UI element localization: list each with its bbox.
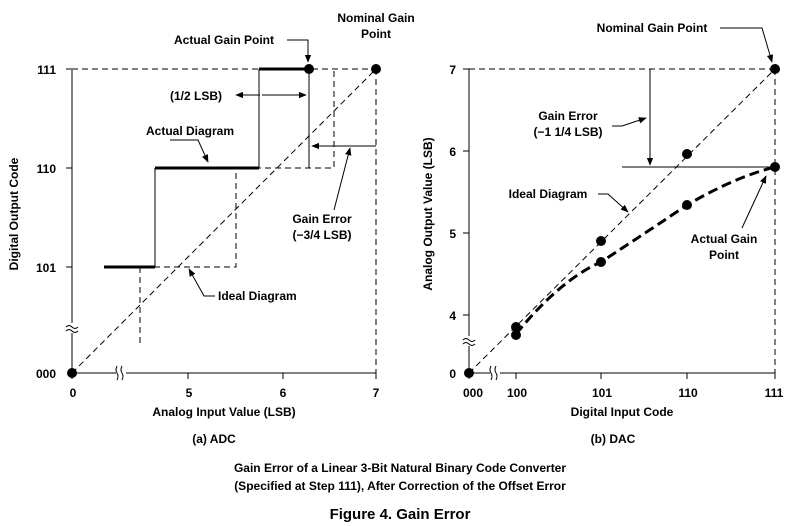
dac-actual-curve — [514, 165, 776, 335]
adc-x-tick-label: 5 — [186, 386, 193, 400]
dac-y-tick-label: 6 — [449, 145, 456, 159]
dac-ideal-diagram-leader — [598, 193, 629, 213]
adc-ideal-diagonal-line — [71, 68, 377, 374]
adc-x-tick-label: 0 — [70, 386, 77, 400]
dac-ideal-diagram-label: Ideal Diagram — [509, 187, 588, 201]
dac-x-axis-label: Digital Input Code — [571, 405, 674, 419]
adc-nominal-gain-point-label: Nominal Gain — [337, 11, 414, 25]
dac-nominal-gain-point-leader — [720, 27, 774, 63]
dac-x-tick-label: 101 — [592, 386, 612, 400]
dac-origin-point — [464, 368, 474, 378]
figure-title: Figure 4. Gain Error — [329, 506, 471, 523]
dac-y-tick-label: 5 — [449, 227, 456, 241]
adc-ideal-diagram-leader — [188, 268, 215, 297]
dac-subcaption: (b) DAC — [591, 432, 636, 446]
adc-axis-break-marks — [65, 323, 126, 381]
dac-actual-point — [511, 330, 521, 340]
dac-actual-point — [596, 257, 606, 267]
dac-gain-error-leader — [612, 117, 647, 127]
dac-y-tick-label: 7 — [449, 63, 456, 77]
dac-y-tick-label: 0 — [449, 367, 456, 381]
adc-actual-staircase-risers — [154, 69, 310, 267]
dac-gain-error-label: Gain Error — [538, 109, 598, 123]
dac-actual-gain-point-label: Actual Gain — [691, 232, 758, 246]
adc-gain-error-leader — [333, 147, 352, 211]
adc-y-tick-label: 101 — [36, 261, 56, 275]
adc-x-axis-label: Analog Input Value (LSB) — [152, 405, 295, 419]
dac-x-tick-label: 000 — [463, 386, 483, 400]
adc-subcaption: (a) ADC — [192, 432, 236, 446]
dac-ideal-diagonal-line — [468, 68, 776, 374]
adc-actual-diagram-label: Actual Diagram — [146, 124, 234, 138]
dac-actual-point — [682, 200, 692, 210]
adc-x-tick-label: 7 — [373, 386, 380, 400]
adc-actual-gain-point-marker — [304, 64, 314, 74]
dac-nominal-gain-point-marker — [770, 64, 780, 74]
dac-ideal-point — [682, 149, 692, 159]
dac-axis-break-marks — [462, 336, 500, 381]
adc-y-axis-label: Digital Output Code — [7, 157, 21, 270]
dac-gain-error-label: (−1 1/4 LSB) — [533, 125, 602, 139]
dac-x-tick-label: 110 — [678, 386, 698, 400]
adc-gain-error-label: (−3/4 LSB) — [292, 228, 351, 242]
adc-gain-error-label: Gain Error — [292, 212, 352, 226]
adc-x-tick-label: 6 — [280, 386, 287, 400]
dac-actual-gain-point-leader — [741, 175, 767, 229]
adc-tick-marks — [66, 68, 377, 379]
adc-half-lsb-label: (1/2 LSB) — [170, 89, 222, 103]
dac-x-tick-label: 111 — [765, 386, 784, 400]
dac-actual-gain-point-label: Point — [709, 248, 739, 262]
adc-chart: 000 101 110 111 0 5 6 7 Analog Input Val… — [7, 11, 415, 446]
dac-x-tick-label: 100 — [507, 386, 527, 400]
adc-origin-point — [67, 368, 77, 378]
dac-y-axis-label: Analog Output Value (LSB) — [421, 137, 435, 290]
adc-y-tick-label: 111 — [37, 63, 56, 77]
adc-ideal-diagram-label: Ideal Diagram — [218, 289, 297, 303]
dac-y-tick-label: 4 — [449, 309, 456, 323]
dac-ideal-point — [511, 322, 521, 332]
dac-chart: 0 4 5 6 7 000 100 101 110 111 Digital In… — [421, 21, 784, 446]
adc-actual-gain-point-label: Actual Gain Point — [174, 33, 274, 47]
adc-nominal-gain-point-marker — [371, 64, 381, 74]
adc-actual-staircase-steps — [104, 67, 309, 269]
dac-ideal-point — [596, 236, 606, 246]
adc-actual-gain-point-leader — [287, 39, 312, 63]
dac-nominal-gain-point-label: Nominal Gain Point — [597, 21, 708, 35]
caption-line-2: (Specified at Step 111), After Correctio… — [234, 479, 566, 493]
adc-ideal-staircase — [139, 69, 335, 343]
adc-y-tick-label: 000 — [36, 367, 56, 381]
caption-line-1: Gain Error of a Linear 3-Bit Natural Bin… — [233, 461, 567, 475]
adc-nominal-gain-point-label: Point — [361, 27, 391, 41]
adc-y-tick-label: 110 — [37, 162, 57, 176]
adc-actual-diagram-leader — [170, 139, 209, 163]
